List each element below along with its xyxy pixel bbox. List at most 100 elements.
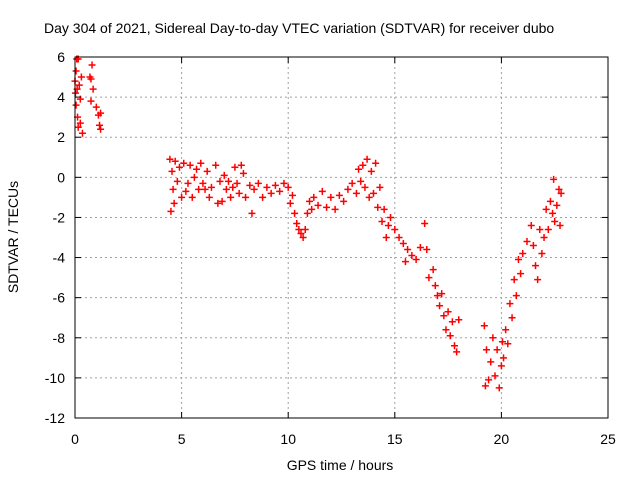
data-point <box>551 217 559 225</box>
data-point <box>480 322 488 330</box>
data-point <box>348 179 356 187</box>
data-point <box>380 205 388 213</box>
data-point <box>188 193 196 201</box>
data-point <box>87 97 95 105</box>
data-point <box>166 155 174 163</box>
data-point <box>301 225 309 233</box>
data-point <box>446 332 454 340</box>
data-point <box>72 67 80 75</box>
data-point <box>77 73 85 81</box>
data-point <box>170 199 178 207</box>
data-point <box>440 312 448 320</box>
data-point <box>367 167 375 175</box>
data-point <box>502 326 510 334</box>
data-point <box>250 185 258 193</box>
data-point <box>288 191 296 199</box>
data-point <box>489 334 497 342</box>
data-point <box>291 209 299 217</box>
data-point <box>178 193 186 201</box>
data-point <box>284 183 292 191</box>
data-point <box>310 193 318 201</box>
data-point <box>323 203 331 211</box>
data-point <box>442 326 450 334</box>
data-point <box>450 342 458 350</box>
data-point <box>225 177 233 185</box>
data-point <box>88 61 96 69</box>
data-point <box>308 205 316 213</box>
data-point <box>378 217 386 225</box>
data-point <box>540 234 548 241</box>
y-tick-label: -2 <box>53 209 66 225</box>
data-point <box>182 187 190 195</box>
axis-ticks: 0 5 10 15 20 25 -12 -10 -8 -6 -4 -2 0 2 4 6 <box>45 49 616 447</box>
data-point <box>297 229 305 237</box>
data-point <box>318 187 326 195</box>
data-point <box>391 225 399 233</box>
data-point <box>421 219 429 227</box>
data-point <box>514 256 522 264</box>
data-point <box>423 246 431 254</box>
data-point <box>205 193 213 201</box>
data-point <box>222 185 230 193</box>
data-point <box>186 161 194 169</box>
data-point <box>504 340 512 348</box>
x-tick-label: 15 <box>387 431 403 447</box>
x-axis-label: GPS time / hours <box>287 457 394 473</box>
x-tick-label: 20 <box>494 431 510 447</box>
data-point <box>395 234 403 241</box>
data-point <box>352 189 360 197</box>
data-point <box>553 201 561 209</box>
data-point <box>96 121 104 129</box>
data-point <box>497 362 505 370</box>
y-tick-label: -6 <box>53 290 66 306</box>
data-point <box>276 187 284 195</box>
data-point <box>361 183 369 191</box>
data-point <box>314 201 322 209</box>
data-point <box>193 165 201 173</box>
data-point <box>75 81 83 89</box>
data-point <box>359 161 367 169</box>
data-series <box>71 55 565 392</box>
data-point <box>263 183 271 191</box>
data-point <box>357 177 365 185</box>
data-point <box>171 157 179 165</box>
data-point <box>295 225 303 233</box>
data-point <box>344 185 352 193</box>
data-point <box>404 246 412 254</box>
data-point <box>190 173 198 181</box>
data-point <box>280 179 288 187</box>
data-point <box>72 101 80 109</box>
data-point <box>216 177 224 185</box>
data-point <box>408 252 416 260</box>
data-point <box>254 179 262 187</box>
chart-title: Day 304 of 2021, Sidereal Day-to-day VTE… <box>44 20 554 36</box>
data-point <box>201 185 209 193</box>
data-point <box>246 181 254 189</box>
data-point <box>512 292 520 300</box>
y-tick-label: -12 <box>45 410 65 426</box>
y-tick-label: 2 <box>57 129 65 145</box>
x-tick-label: 0 <box>71 431 79 447</box>
data-point <box>271 181 279 189</box>
data-point <box>519 250 527 258</box>
y-tick-label: 6 <box>57 49 65 65</box>
data-point <box>542 205 550 213</box>
data-point <box>534 276 542 284</box>
data-point <box>173 177 181 185</box>
data-point <box>199 179 207 187</box>
data-point <box>557 189 565 197</box>
data-point <box>448 318 456 326</box>
data-point <box>197 159 205 167</box>
data-point <box>365 193 373 201</box>
data-point <box>303 209 311 217</box>
data-point <box>498 338 506 346</box>
data-point <box>529 242 537 250</box>
data-point <box>493 346 501 354</box>
data-point <box>412 256 420 264</box>
y-tick-label: -8 <box>53 330 66 346</box>
data-point <box>425 274 433 282</box>
data-point <box>97 109 105 117</box>
data-point <box>218 197 226 205</box>
x-tick-label: 25 <box>600 431 616 447</box>
